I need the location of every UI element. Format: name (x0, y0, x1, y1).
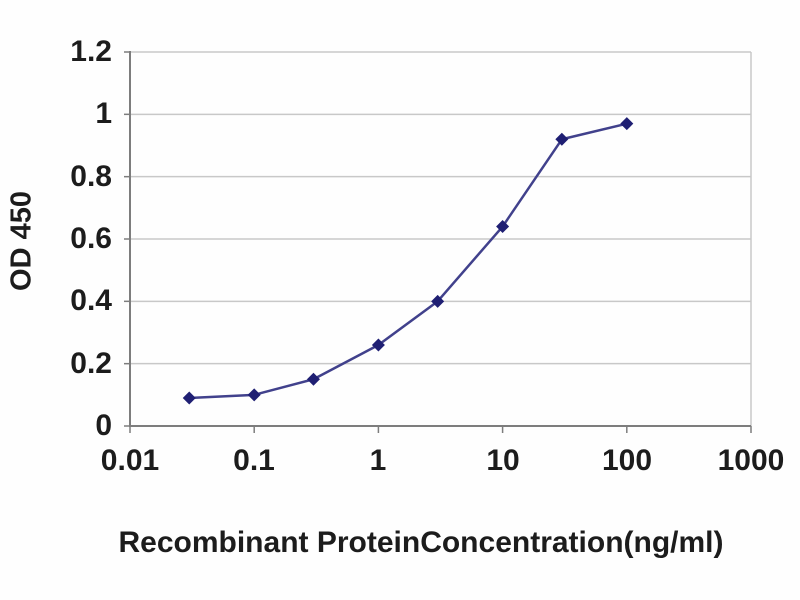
x-tick-label-10: 10 (486, 444, 520, 477)
x-tick-label-0.1: 0.1 (233, 444, 275, 477)
x-tick-label-1: 1 (369, 444, 387, 477)
y-tick-label-0.6: 0.6 (70, 222, 112, 255)
y-tick-label-1.2: 1.2 (70, 35, 112, 68)
y-tick-label-0.2: 0.2 (70, 347, 112, 380)
y-tick-label-0.4: 0.4 (70, 284, 112, 317)
x-tick-label-100: 100 (601, 444, 653, 477)
x-tick-label-0.01: 0.01 (100, 444, 160, 477)
y-tick-label-1: 1 (95, 97, 112, 130)
y-tick-label-0: 0 (95, 409, 112, 442)
y-tick-label-0.8: 0.8 (70, 160, 112, 193)
x-axis-title: Recombinant ProteinConcentration(ng/ml) (118, 526, 724, 559)
x-tick-label-1000: 1000 (717, 444, 785, 477)
